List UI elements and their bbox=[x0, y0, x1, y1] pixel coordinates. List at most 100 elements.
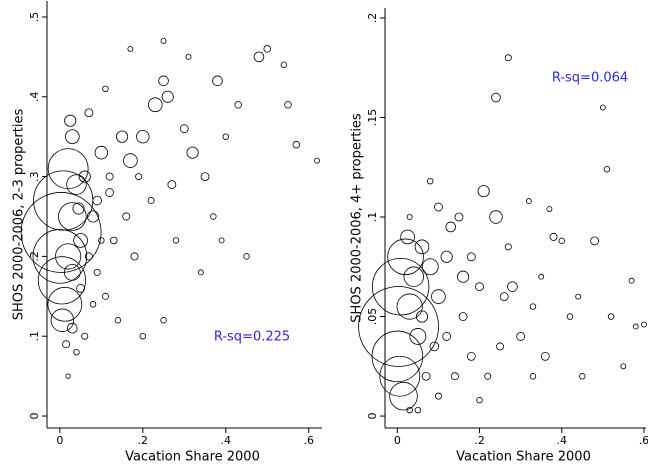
point bbox=[496, 342, 505, 351]
point bbox=[76, 283, 85, 293]
point bbox=[406, 214, 413, 220]
point bbox=[253, 51, 265, 63]
point bbox=[50, 308, 75, 332]
point bbox=[454, 212, 464, 222]
point bbox=[599, 104, 606, 111]
point bbox=[466, 252, 476, 262]
y-tick-label: 0 bbox=[28, 413, 41, 420]
point bbox=[210, 213, 217, 220]
point bbox=[234, 101, 242, 109]
point bbox=[421, 258, 439, 276]
point bbox=[105, 188, 115, 197]
point bbox=[63, 263, 81, 281]
point bbox=[442, 332, 452, 341]
point bbox=[540, 351, 550, 361]
point bbox=[445, 221, 457, 233]
point bbox=[218, 237, 225, 244]
point bbox=[415, 310, 429, 323]
point bbox=[400, 229, 415, 245]
y-tick-label: .15 bbox=[366, 109, 379, 127]
x-tick-label: .4 bbox=[556, 434, 567, 447]
x-tick-label: .2 bbox=[474, 434, 485, 447]
point bbox=[86, 210, 100, 223]
point bbox=[67, 322, 78, 334]
point bbox=[130, 252, 139, 261]
x-axis-title: Vacation Share 2000 bbox=[125, 450, 260, 465]
point bbox=[434, 392, 442, 400]
point bbox=[179, 124, 189, 134]
point bbox=[641, 321, 647, 328]
point bbox=[387, 238, 424, 276]
y-tick-label: .4 bbox=[28, 92, 41, 103]
y-tick-label: .1 bbox=[28, 331, 41, 342]
point bbox=[94, 145, 109, 160]
point bbox=[160, 37, 167, 44]
point bbox=[84, 252, 93, 261]
point bbox=[105, 172, 114, 181]
point bbox=[33, 170, 94, 231]
point bbox=[406, 406, 413, 414]
point bbox=[475, 282, 484, 292]
point bbox=[379, 355, 421, 397]
point bbox=[499, 292, 509, 302]
point bbox=[525, 198, 532, 205]
point bbox=[197, 269, 204, 276]
point bbox=[620, 363, 627, 370]
point bbox=[47, 286, 83, 322]
point bbox=[546, 206, 553, 212]
y-tick-label: .2 bbox=[366, 13, 379, 24]
point bbox=[222, 133, 229, 140]
y-tick-label: .5 bbox=[28, 12, 41, 23]
point bbox=[81, 332, 89, 340]
point bbox=[147, 197, 155, 205]
point bbox=[421, 371, 431, 381]
point bbox=[607, 313, 615, 320]
annotation: R-sq=0.064 bbox=[552, 71, 628, 86]
point bbox=[65, 373, 71, 379]
point bbox=[136, 129, 150, 144]
point bbox=[66, 174, 87, 195]
point bbox=[200, 172, 210, 181]
point bbox=[93, 268, 101, 276]
point bbox=[62, 340, 71, 349]
point bbox=[396, 293, 423, 320]
x-tick-label: .2 bbox=[138, 434, 149, 447]
x-axis-title: Vacation Share 2000 bbox=[456, 450, 591, 465]
point bbox=[101, 292, 109, 300]
y-tick-label: .1 bbox=[366, 212, 379, 223]
point bbox=[78, 170, 91, 183]
point bbox=[284, 101, 292, 109]
point bbox=[55, 243, 82, 270]
point bbox=[186, 146, 199, 159]
point bbox=[84, 108, 94, 118]
x-tick-label: .6 bbox=[639, 434, 648, 447]
point bbox=[167, 180, 177, 189]
point bbox=[575, 293, 582, 300]
point bbox=[504, 54, 512, 62]
point bbox=[314, 157, 320, 164]
point bbox=[37, 256, 86, 305]
point bbox=[292, 140, 301, 149]
x-tick-label: .4 bbox=[221, 434, 232, 447]
x-tick-label: 0 bbox=[56, 434, 63, 447]
point bbox=[409, 328, 427, 345]
point bbox=[450, 372, 459, 381]
annotation: R-sq=0.225 bbox=[214, 330, 290, 345]
point bbox=[466, 351, 476, 361]
point bbox=[263, 45, 271, 53]
point bbox=[558, 237, 565, 245]
point bbox=[632, 323, 639, 330]
point bbox=[491, 92, 501, 103]
point bbox=[89, 301, 97, 308]
y-tick-label: .2 bbox=[28, 251, 41, 262]
point bbox=[414, 406, 422, 414]
point bbox=[73, 348, 80, 356]
point bbox=[628, 277, 635, 284]
point bbox=[20, 192, 102, 273]
point bbox=[32, 229, 88, 284]
point bbox=[429, 341, 440, 352]
point bbox=[458, 312, 468, 321]
point bbox=[212, 75, 223, 87]
